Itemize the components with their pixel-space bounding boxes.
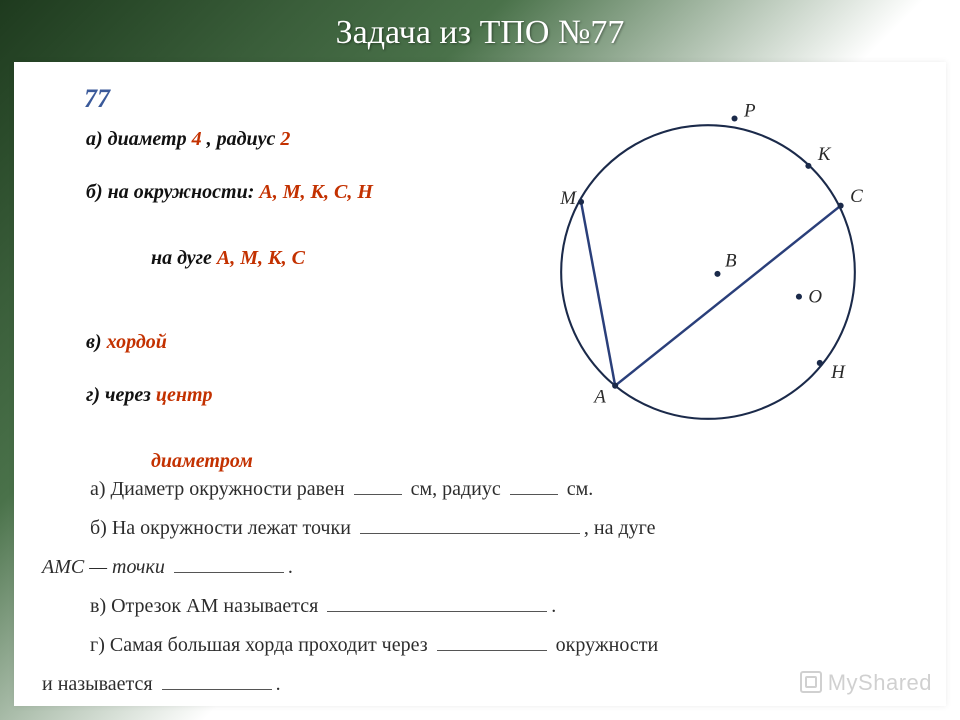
content-card: 77 а) диаметр 4 , радиус 2 б) на окружно… <box>14 62 946 706</box>
ans-b1-pts: А, М, К, С, Н <box>259 181 373 203</box>
task-g2-2: . <box>276 673 281 695</box>
blank-v <box>327 593 547 612</box>
circle-diagram: A M KC H P B O <box>508 92 908 452</box>
answer-b1: б) на окружности: А, М, К, С, Н <box>86 177 516 208</box>
ans-g2-ans: диаметром <box>151 450 253 472</box>
task-a-2: см, радиус <box>406 478 506 500</box>
task-g2-1: и называется <box>42 673 158 695</box>
ans-b2-prefix: на дуге <box>126 247 217 269</box>
blank-b2 <box>174 554 284 573</box>
watermark-text: MyShared <box>828 670 932 695</box>
tasks-block: а) Диаметр окружности равен см, радиус с… <box>42 470 918 704</box>
task-a-1: а) Диаметр окружности равен <box>90 478 350 500</box>
ans-a-mid: , радиус <box>202 128 281 150</box>
task-g: г) Самая большая хорда проходит через ок… <box>42 626 918 665</box>
ans-b2-pts: А, М, К, С <box>217 247 305 269</box>
ans-a-d: 4 <box>192 128 202 150</box>
task-a-3: см. <box>562 478 594 500</box>
task-v: в) Отрезок АМ называется . <box>42 587 918 626</box>
task-v-1: в) Отрезок АМ называется <box>90 595 323 617</box>
answer-g1: г) через центр <box>86 380 516 411</box>
answer-b2: на дуге А, М, К, С <box>86 212 516 305</box>
watermark-icon <box>800 671 822 693</box>
slide-title: Задача из ТПО №77 <box>0 0 960 60</box>
svg-text:K: K <box>817 144 832 165</box>
task-a: а) Диаметр окружности равен см, радиус с… <box>42 470 918 509</box>
svg-text:A: A <box>592 387 606 408</box>
answer-v: в) хордой <box>86 327 516 358</box>
task-b-line2: АМС — точки . <box>42 548 918 587</box>
ans-a-r: 2 <box>280 128 290 150</box>
svg-text:O: O <box>808 286 822 307</box>
svg-text:H: H <box>830 362 846 383</box>
ans-v-prefix: в) <box>86 331 107 353</box>
blank-a1 <box>354 476 402 495</box>
task-b: б) На окружности лежат точки , на дуге <box>42 509 918 548</box>
ans-a-prefix: а) диаметр <box>86 128 192 150</box>
blank-b1 <box>360 515 580 534</box>
ans-g1-ans: центр <box>156 384 213 406</box>
task-g-2: окружности <box>551 634 659 656</box>
problem-number: 77 <box>84 84 110 114</box>
svg-text:C: C <box>850 186 863 207</box>
blank-a2 <box>510 476 558 495</box>
svg-text:P: P <box>743 101 756 122</box>
slide: Задача из ТПО №77 77 а) диаметр 4 , ради… <box>0 0 960 720</box>
task-g-1: г) Самая большая хорда проходит через <box>90 634 433 656</box>
task-b-2: , на дуге <box>584 517 656 539</box>
svg-text:M: M <box>559 188 577 209</box>
ans-g1-prefix: г) через <box>86 384 156 406</box>
blank-g1 <box>437 632 547 651</box>
task-b2-2: . <box>288 556 293 578</box>
ans-v-ans: хордой <box>107 331 167 353</box>
svg-text:B: B <box>725 250 737 271</box>
answer-a: а) диаметр 4 , радиус 2 <box>86 124 516 155</box>
task-v-2: . <box>551 595 556 617</box>
task-g-line2: и называется . <box>42 665 918 704</box>
watermark: MyShared <box>800 670 932 696</box>
ans-b1-prefix: б) на окружности: <box>86 181 259 203</box>
answers-block: а) диаметр 4 , радиус 2 б) на окружности… <box>86 124 516 512</box>
task-b2-1: АМС — точки <box>42 556 170 578</box>
blank-g2 <box>162 671 272 690</box>
task-b-1: б) На окружности лежат точки <box>90 517 356 539</box>
ans-g2-indent <box>126 450 151 472</box>
